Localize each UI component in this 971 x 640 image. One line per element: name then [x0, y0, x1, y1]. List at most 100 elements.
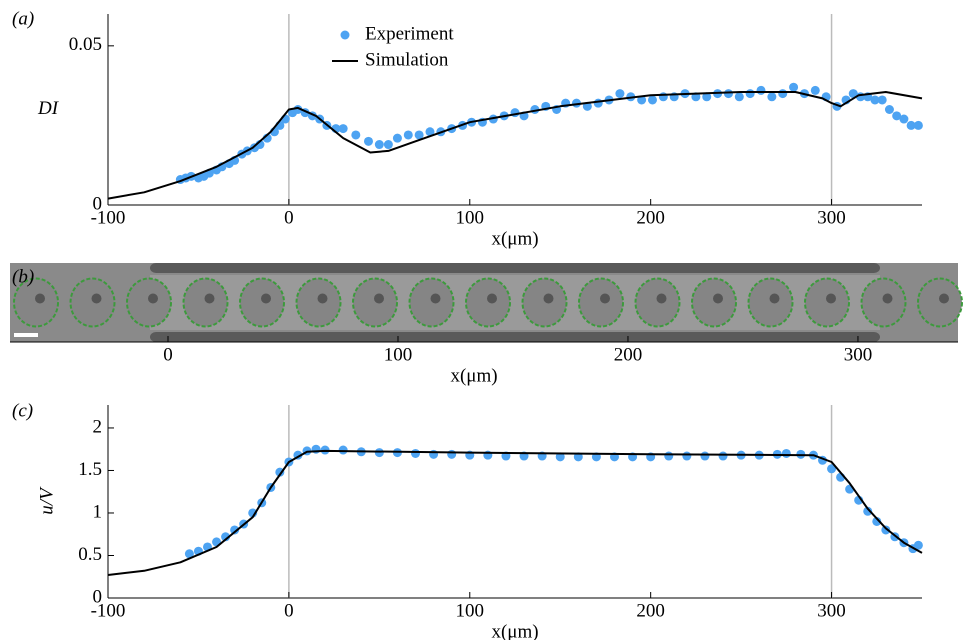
cell-nucleus — [543, 293, 554, 304]
cell-nucleus — [261, 293, 271, 304]
data-point — [425, 127, 435, 137]
cell — [239, 277, 285, 328]
cell-nucleus — [35, 293, 45, 304]
data-point — [637, 95, 647, 105]
data-point — [555, 452, 565, 462]
x-tick-label: 0 — [284, 600, 294, 621]
y-tick-label: 1 — [93, 501, 103, 522]
data-point — [781, 448, 791, 458]
cell-nucleus — [487, 293, 497, 304]
data-point — [892, 111, 902, 121]
data-point — [615, 89, 625, 99]
data-point — [756, 85, 766, 95]
y-axis-label: u/V — [36, 486, 57, 515]
data-point — [664, 451, 674, 461]
data-point — [884, 105, 894, 114]
data-line — [107, 449, 923, 576]
data-point — [718, 451, 728, 461]
x-axis-label: x(μm) — [491, 621, 538, 640]
data-point — [447, 449, 457, 459]
data-point — [363, 136, 373, 146]
data-point — [913, 120, 923, 130]
data-point — [351, 130, 361, 140]
panel-label: (b) — [12, 266, 34, 287]
cell — [182, 277, 229, 328]
cell — [69, 277, 116, 328]
x-tick-label: 300 — [817, 600, 846, 621]
data-point — [411, 448, 421, 458]
cell-nucleus — [430, 293, 441, 304]
data-point — [700, 451, 710, 461]
x-tick-label: 200 — [614, 344, 643, 365]
data-point — [658, 92, 668, 102]
data-point — [767, 92, 777, 102]
cell-nucleus — [374, 293, 384, 304]
cell-nucleus — [204, 293, 215, 304]
data-point — [734, 92, 744, 102]
x-tick-label: 200 — [636, 207, 665, 228]
cell-nucleus — [939, 293, 949, 304]
x-tick-label: 300 — [817, 207, 846, 228]
legend-marker — [340, 30, 350, 40]
cell — [634, 277, 681, 328]
data-point — [392, 133, 402, 143]
cell-nucleus — [769, 293, 780, 304]
data-point — [810, 85, 820, 95]
cell — [691, 277, 737, 328]
data-point — [403, 130, 413, 140]
data-point — [789, 82, 799, 92]
x-tick-label: 0 — [284, 207, 294, 228]
data-point — [913, 540, 923, 550]
data-point — [863, 506, 873, 516]
cell — [804, 277, 850, 328]
data-point — [230, 525, 240, 535]
cell — [521, 277, 568, 328]
data-point — [778, 89, 788, 99]
y-tick-label: 2 — [93, 416, 103, 437]
cell — [352, 277, 398, 328]
channel-wall — [150, 332, 880, 342]
cell-nucleus — [317, 293, 328, 304]
x-tick-label: 200 — [636, 600, 665, 621]
data-point — [221, 532, 231, 542]
cell — [126, 277, 172, 328]
x-tick-label: 100 — [456, 207, 485, 228]
x-axis-label: x(μm) — [491, 228, 538, 249]
data-point — [906, 120, 916, 130]
y-tick-label: 0 — [93, 586, 103, 607]
data-point — [702, 92, 712, 102]
cell — [860, 277, 907, 328]
data-point — [293, 105, 303, 114]
cell-nucleus — [882, 293, 893, 304]
data-point — [383, 140, 393, 150]
data-point — [872, 516, 882, 526]
x-tick-label: 100 — [384, 344, 413, 365]
x-tick-label: -100 — [91, 600, 126, 621]
channel-wall — [150, 263, 880, 273]
y-tick-label: 0 — [93, 193, 103, 214]
data-point — [870, 95, 880, 105]
data-point — [877, 95, 887, 105]
legend-label: Experiment — [365, 23, 454, 44]
cell-nucleus — [713, 293, 723, 304]
data-point — [593, 98, 603, 108]
x-tick-label: 0 — [163, 344, 173, 365]
cell — [295, 277, 342, 328]
cell — [747, 277, 794, 328]
data-point — [647, 95, 657, 105]
data-point — [374, 140, 384, 150]
y-tick-label: 0.05 — [69, 34, 102, 55]
data-point — [899, 114, 909, 124]
data-line — [107, 91, 923, 200]
cell — [917, 277, 963, 328]
cell — [465, 277, 511, 328]
data-point — [827, 464, 837, 474]
data-point — [723, 89, 733, 99]
data-point — [414, 130, 424, 140]
cell — [408, 277, 455, 328]
cell-nucleus — [148, 293, 158, 304]
y-axis-label: DI — [37, 98, 60, 119]
data-point — [682, 451, 692, 461]
x-tick-label: 300 — [844, 344, 873, 365]
